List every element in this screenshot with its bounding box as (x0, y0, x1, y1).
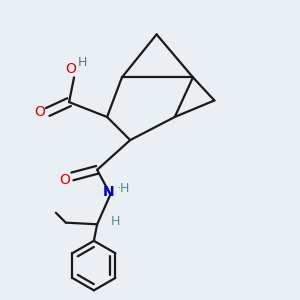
Text: O: O (65, 62, 76, 76)
Text: O: O (60, 173, 70, 187)
Text: O: O (34, 105, 45, 119)
Text: ·H: ·H (116, 182, 130, 195)
Text: N: N (103, 185, 115, 199)
Text: H: H (111, 214, 120, 227)
Text: H: H (78, 56, 87, 69)
